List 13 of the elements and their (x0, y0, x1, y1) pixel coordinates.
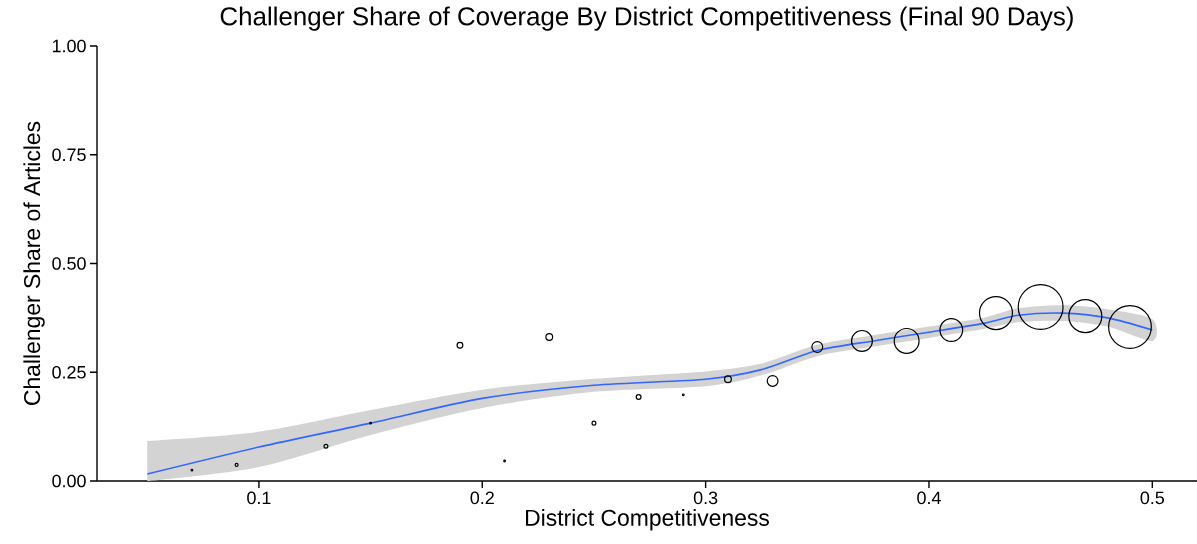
y-tick-label: 0.50 (52, 257, 86, 270)
chart-title: Challenger Share of Coverage By District Competitiveness (Final 90 Days) (220, 6, 1073, 31)
y-tick-label: 1.00 (52, 39, 86, 53)
x-tick-label: 0.5 (1140, 491, 1165, 505)
y-tick-label: 0.00 (52, 474, 86, 488)
y-tick-label: 0.75 (52, 148, 86, 162)
x-tick-label: 0.4 (917, 491, 941, 505)
y-tick-label: 0.25 (52, 365, 86, 379)
y-axis-title: Challenger Share of Articles (23, 121, 45, 405)
x-tick-label: 0.1 (247, 491, 271, 505)
x-axis-title: District Competitiveness (525, 509, 769, 531)
x-tick-label: 0.2 (470, 491, 494, 505)
x-tick-label: 0.3 (693, 491, 718, 505)
